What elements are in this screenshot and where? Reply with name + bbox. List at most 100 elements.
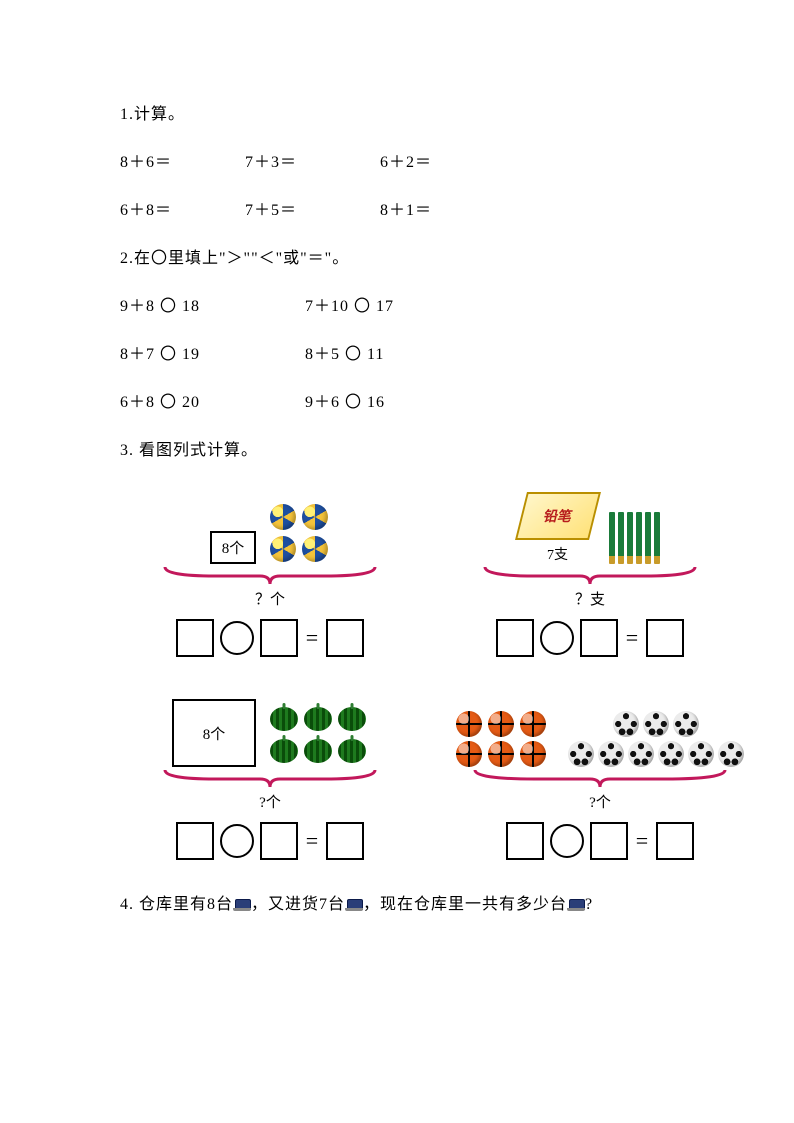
blank-square[interactable]: [326, 822, 364, 860]
soccerball-icon: [688, 741, 714, 767]
pencil-icon: [618, 512, 624, 564]
pencils: [609, 512, 660, 564]
equals-sign: =: [624, 625, 640, 651]
q1-cell: 6＋2＝: [380, 148, 500, 172]
blank-square[interactable]: [326, 619, 364, 657]
basketball-icon: [520, 741, 546, 767]
ball-icon: [302, 536, 328, 562]
blank-square[interactable]: [260, 822, 298, 860]
q1-cell: 7＋5＝: [245, 196, 375, 220]
q3-panel-d: ?个 =: [450, 687, 750, 860]
watermelons: [270, 707, 368, 767]
equals-sign: =: [304, 828, 320, 854]
basketballs: [456, 711, 548, 767]
equals-sign: =: [634, 828, 650, 854]
q4-part: ，现在仓库里一共有多少台: [363, 896, 567, 913]
basketball-icon: [488, 741, 514, 767]
pencil-icon: [645, 512, 651, 564]
ball-icon: [302, 504, 328, 530]
q2-row-1: 8＋7 〇 19 8＋5 〇 11: [120, 340, 674, 364]
box-label: 8个: [172, 699, 256, 767]
blank-circle[interactable]: [550, 824, 584, 858]
q3-grid: 8个 ？个 =: [130, 484, 674, 860]
laptop-icon: [233, 899, 251, 911]
watermelon-icon: [270, 707, 298, 731]
blank-square[interactable]: [176, 822, 214, 860]
equation-boxes: =: [506, 822, 694, 860]
pencil-icon: [636, 512, 642, 564]
soccerballs: [568, 711, 744, 767]
watermelon-icon: [338, 707, 366, 731]
blank-square[interactable]: [260, 619, 298, 657]
q2-row-0: 9＋8 〇 18 7＋10 〇 17: [120, 292, 674, 316]
q2-cell: 8＋7 〇 19: [120, 340, 300, 364]
soccerball-icon: [658, 741, 684, 767]
ball-icon: [270, 536, 296, 562]
q2-cell: 9＋8 〇 18: [120, 292, 300, 316]
count-label: 7支: [547, 544, 568, 564]
equals-sign: =: [304, 625, 320, 651]
q-label: ?个: [259, 791, 281, 812]
equation-boxes: =: [176, 619, 364, 657]
blank-square[interactable]: [580, 619, 618, 657]
q1-row-0: 8＋6＝ 7＋3＝ 6＋2＝: [120, 148, 674, 172]
pencil-icon: [609, 512, 615, 564]
q2-cell: 9＋6 〇 16: [305, 388, 485, 412]
q4-text: 4. 仓库里有8台，又进货7台，现在仓库里一共有多少台?: [120, 890, 674, 914]
pencil-box-icon: 铅笔: [515, 492, 601, 540]
laptop-icon: [567, 899, 585, 911]
blank-square[interactable]: [590, 822, 628, 860]
q2-cell: 6＋8 〇 20: [120, 388, 300, 412]
q3-panel-b: 铅笔 7支 ？支 =: [450, 484, 730, 657]
soccerball-icon: [613, 711, 639, 737]
soccerball-icon: [568, 741, 594, 767]
q1-cell: 8＋6＝: [120, 148, 240, 172]
watermelon-icon: [304, 739, 332, 763]
q4-part: 4. 仓库里有8台: [120, 896, 233, 913]
soccerball-icon: [718, 741, 744, 767]
q1-row-1: 6＋8＝ 7＋5＝ 8＋1＝: [120, 196, 674, 220]
equation-boxes: =: [176, 822, 364, 860]
blank-circle[interactable]: [220, 621, 254, 655]
pencil-icon: [627, 512, 633, 564]
blank-square[interactable]: [176, 619, 214, 657]
blank-square[interactable]: [656, 822, 694, 860]
q2-title: 2.在〇里填上"＞""＜"或"＝"。: [120, 244, 674, 268]
soccerball-icon: [673, 711, 699, 737]
soccerball-icon: [598, 741, 624, 767]
blank-square[interactable]: [506, 822, 544, 860]
laptop-icon: [345, 899, 363, 911]
q3-panel-c: 8个 ?个 =: [130, 687, 410, 860]
blank-square[interactable]: [646, 619, 684, 657]
q1-cell: 6＋8＝: [120, 196, 240, 220]
blank-square[interactable]: [496, 619, 534, 657]
soccerball-icon: [643, 711, 669, 737]
q-label: ？个: [255, 588, 285, 609]
q3-title: 3. 看图列式计算。: [120, 436, 674, 460]
q-label: ？支: [575, 588, 605, 609]
q1-title: 1.计算。: [120, 100, 674, 124]
q2-cell: 7＋10 〇 17: [305, 292, 485, 316]
q2-row-2: 6＋8 〇 20 9＋6 〇 16: [120, 388, 674, 412]
equation-boxes: =: [496, 619, 684, 657]
watermelon-icon: [270, 739, 298, 763]
q1-cell: 8＋1＝: [380, 196, 500, 220]
blank-circle[interactable]: [540, 621, 574, 655]
pencil-box-label: 铅笔: [541, 506, 574, 526]
blank-circle[interactable]: [220, 824, 254, 858]
basketball-icon: [456, 711, 482, 737]
q3-panel-a: 8个 ？个 =: [130, 484, 410, 657]
volleyballs: [270, 504, 330, 564]
soccerball-icon: [628, 741, 654, 767]
q1-cell: 7＋3＝: [245, 148, 375, 172]
q2-cell: 8＋5 〇 11: [305, 340, 485, 364]
box-label: 8个: [210, 531, 257, 564]
watermelon-icon: [338, 739, 366, 763]
pencil-icon: [654, 512, 660, 564]
basketball-icon: [520, 711, 546, 737]
watermelon-icon: [304, 707, 332, 731]
q4-part: ，又进货7台: [251, 896, 345, 913]
q-label: ?个: [589, 791, 611, 812]
ball-icon: [270, 504, 296, 530]
basketball-icon: [488, 711, 514, 737]
